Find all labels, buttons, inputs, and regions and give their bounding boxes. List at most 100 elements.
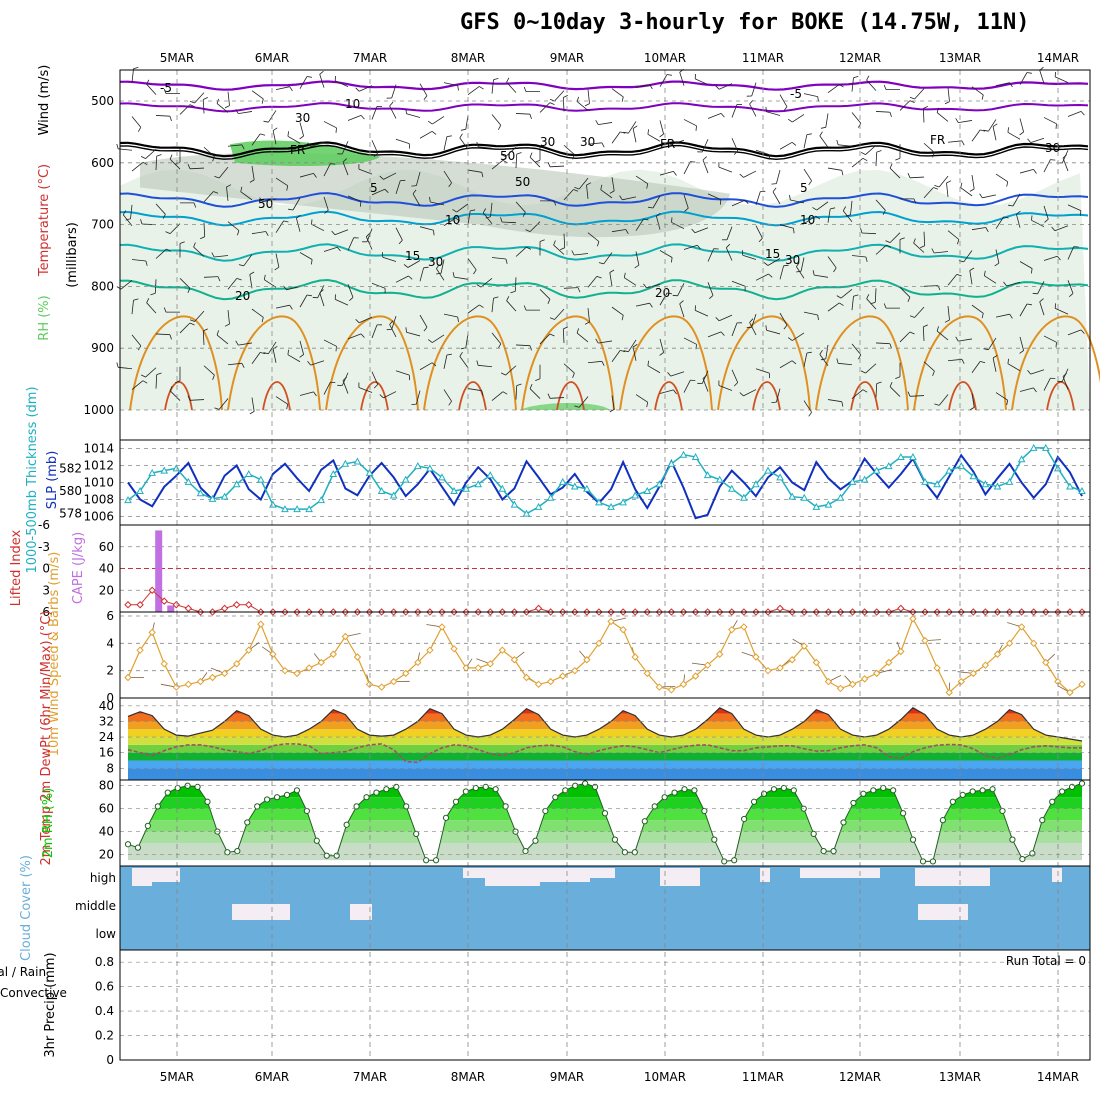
- wind-barb: [416, 390, 421, 405]
- wind-barb: [443, 82, 458, 86]
- wind-barb-flag: [500, 154, 506, 157]
- wind-barb: [146, 83, 157, 95]
- wind-barb: [632, 128, 637, 143]
- wind-barb: [292, 197, 301, 211]
- data-point: [631, 849, 638, 856]
- wind-barb-flag: [261, 98, 264, 104]
- pressure-tick-label: 500: [91, 94, 114, 108]
- wind-barb: [155, 115, 171, 117]
- data-point: [824, 500, 833, 508]
- wind-barb-flag: [673, 389, 677, 395]
- rh-tick-label: 20: [99, 848, 114, 862]
- middle-cloud-block: [350, 904, 372, 920]
- wind-barb: [146, 302, 157, 314]
- lifted-index-tick-label: 3: [42, 583, 50, 597]
- wind-barb-flag: [289, 304, 293, 310]
- slp-tick-label: 1010: [83, 476, 114, 490]
- wind-barb-flag: [535, 159, 541, 163]
- wind-barb-flag: [885, 240, 891, 243]
- wind-barb: [865, 363, 877, 374]
- rh-label: 30: [428, 255, 443, 269]
- wind-barb: [851, 112, 862, 124]
- wind-barb-flag: [955, 336, 959, 342]
- wind-barb-flag: [574, 405, 580, 408]
- wind-barb-flag: [646, 183, 649, 189]
- wind-barb-flag: [909, 331, 915, 335]
- wind-barb: [480, 277, 493, 288]
- wind-barb: [491, 298, 494, 313]
- data-point: [450, 645, 458, 653]
- wind-barb: [587, 276, 598, 288]
- wind-barb-flag: [200, 236, 205, 240]
- wind-barb: [701, 370, 709, 384]
- wind-barb-flag: [601, 361, 605, 366]
- wind-barb: [611, 229, 626, 233]
- data-point: [154, 803, 161, 810]
- data-point: [607, 617, 615, 626]
- data-point: [884, 462, 893, 470]
- wind-barb-flag: [459, 351, 463, 357]
- wind-barb-flag: [553, 240, 556, 246]
- wind-barb-flag: [473, 269, 477, 275]
- wind-barb-flag: [960, 182, 963, 188]
- wind-barb: [194, 92, 205, 104]
- wind-barb-flag: [241, 144, 245, 150]
- wind-barb: [272, 348, 277, 363]
- wind-barb: [430, 201, 445, 206]
- wind-barb: [702, 159, 709, 174]
- wind-barb: [155, 156, 158, 171]
- panel-frame: [119, 611, 1091, 699]
- wind-barb-flag: [479, 304, 484, 308]
- wind-barb: [554, 90, 565, 102]
- wind-barb-flag: [272, 127, 278, 131]
- temperature-tick-label: 40: [99, 699, 114, 713]
- wind-barb: [947, 274, 958, 286]
- wind-barb-flag: [696, 244, 701, 250]
- data-point: [281, 505, 289, 513]
- wind-barb: [347, 115, 362, 121]
- wind-barb-flag: [516, 383, 522, 386]
- wind-barb-flag: [452, 272, 455, 278]
- data-point: [1029, 639, 1038, 648]
- data-point: [715, 475, 724, 483]
- wind-barb: [659, 389, 674, 394]
- wind-barb: [749, 322, 757, 336]
- wind-barb: [1039, 301, 1045, 316]
- isotherm-5: [119, 192, 1089, 208]
- data-point: [305, 664, 313, 672]
- wind-barb: [995, 249, 1000, 264]
- data-point: [595, 498, 603, 506]
- wind-barb-flag: [150, 292, 156, 296]
- data-point: [305, 505, 313, 513]
- wind-barb-flag: [783, 324, 788, 330]
- data-point: [800, 493, 809, 501]
- wind-barb-flag: [166, 248, 172, 252]
- wind-barb: [1043, 117, 1057, 125]
- wind-barb: [923, 285, 939, 287]
- isotherm-30-arch: [1046, 381, 1075, 411]
- wind-barb-flag: [726, 243, 731, 248]
- wind-barb-flag: [1080, 111, 1085, 116]
- wind-barb: [342, 380, 349, 394]
- wind-barb-flag: [411, 403, 417, 405]
- data-point: [703, 471, 712, 479]
- data-point: [1078, 486, 1086, 494]
- data-point: [897, 647, 905, 656]
- wind-barb-flag: [452, 209, 457, 213]
- data-point: [498, 484, 507, 492]
- wind-barb-flag: [609, 409, 615, 413]
- wind-barb: [562, 328, 565, 343]
- data-point: [196, 489, 205, 497]
- wind-barb: [436, 268, 445, 281]
- wind-barb: [286, 285, 301, 291]
- wind-barb-flag: [909, 315, 915, 318]
- data-point: [124, 496, 132, 504]
- wind-barb: [155, 248, 167, 259]
- wind-barb: [323, 381, 331, 395]
- wind-barb-flag: [360, 333, 365, 338]
- wind-barb: [1007, 131, 1021, 140]
- wind-barb: [851, 343, 862, 356]
- data-point: [353, 457, 362, 465]
- wind-barb: [647, 365, 661, 374]
